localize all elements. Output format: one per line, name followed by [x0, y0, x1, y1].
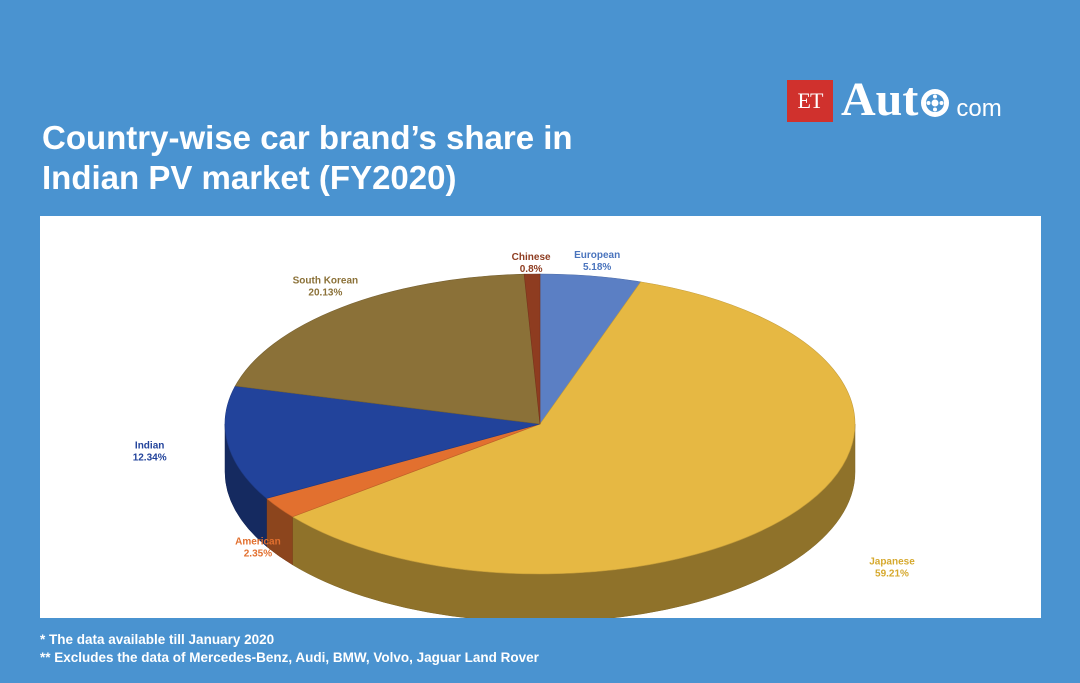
- chart-title: Country-wise car brand’s share in Indian…: [42, 118, 742, 198]
- pie-slice-indian: [224, 385, 541, 499]
- logo-com-text: com: [956, 95, 1002, 122]
- label-name-chinese: Chinese: [512, 252, 551, 263]
- label-name-japanese: Japanese: [869, 556, 915, 567]
- label-value-indian: 12.34%: [133, 453, 167, 464]
- label-value-european: 5.18%: [583, 262, 611, 273]
- logo-auto-text: Aut: [841, 73, 919, 126]
- label-value-chinese: 0.8%: [520, 264, 543, 275]
- label-name-american: American: [235, 537, 281, 548]
- pie-slice-chinese: [523, 273, 541, 425]
- label-value-japanese: 59.21%: [875, 568, 909, 579]
- chart-title-line-1: Country-wise car brand’s share in: [42, 119, 573, 156]
- footnote-1: * The data available till January 2020: [40, 632, 275, 647]
- pie-tops: [224, 273, 856, 575]
- label-value-american: 2.35%: [244, 549, 272, 560]
- footnotes: * The data available till January 2020 *…: [40, 631, 539, 667]
- chart-panel: European 5.18% Japanese 59.21% American 2.35%…: [40, 216, 1041, 618]
- pie-slice-japanese: [291, 281, 856, 575]
- wheel-icon: [921, 89, 950, 117]
- label-value-south-korean: 20.13%: [308, 287, 342, 298]
- label-name-european: European: [574, 250, 620, 261]
- etauto-logo: ET Aut com: [787, 73, 1002, 126]
- pie-sides: [224, 423, 856, 618]
- logo-et-mark: ET: [787, 80, 833, 122]
- chart-title-line-2: Indian PV market (FY2020): [42, 159, 457, 196]
- label-name-south-korean: South Korean: [293, 275, 359, 286]
- pie-slice-south-korean: [234, 273, 541, 425]
- footnote-2: ** Excludes the data of Mercedes-Benz, A…: [40, 650, 539, 665]
- label-name-indian: Indian: [135, 441, 164, 452]
